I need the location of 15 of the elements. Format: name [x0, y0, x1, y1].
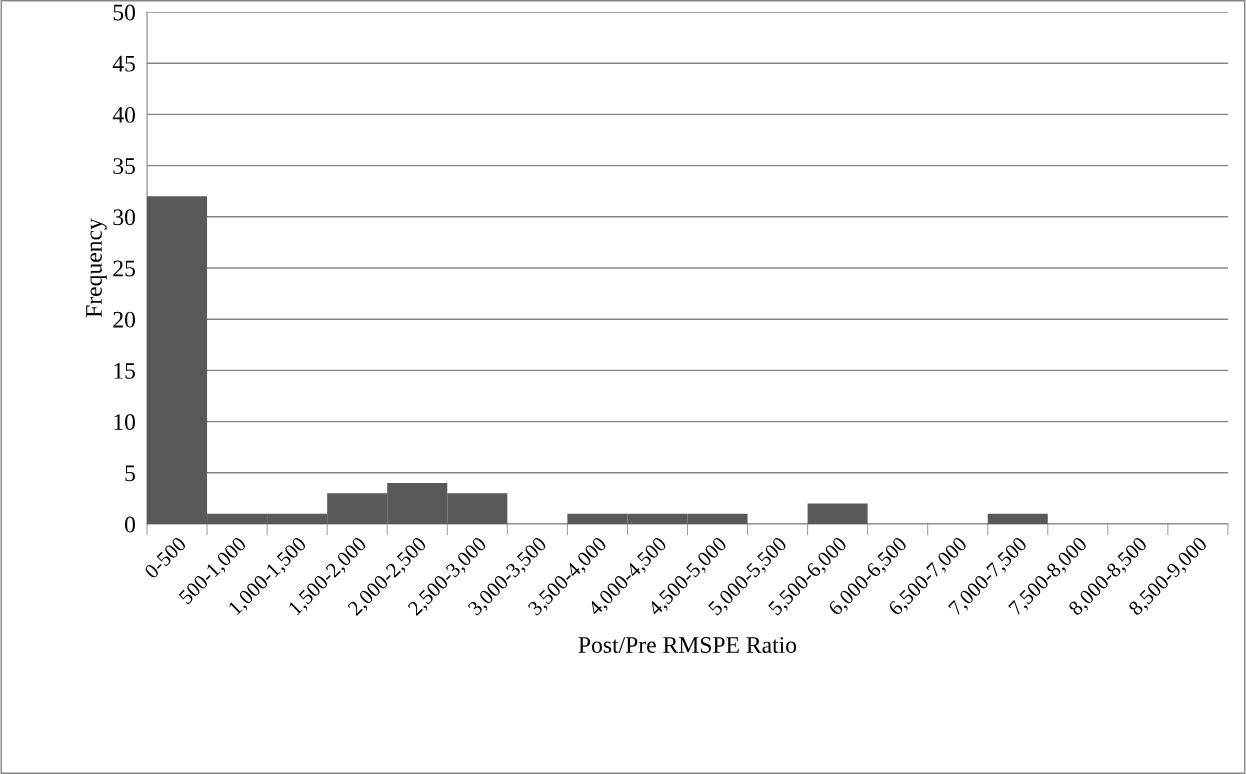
x-axis-title: Post/Pre RMSPE Ratio	[578, 637, 797, 653]
y-tick-label: 45	[112, 55, 135, 72]
bar	[987, 513, 1048, 524]
y-tick-label: 10	[114, 414, 136, 431]
y-tick-label: 30	[113, 209, 136, 226]
y-tick-label: 50	[113, 4, 136, 21]
y-tick-label: 5	[125, 465, 135, 482]
bar	[807, 503, 868, 524]
y-tick-label: 35	[113, 158, 135, 175]
y-tick-label: 40	[112, 106, 136, 123]
y-tick-label: 15	[114, 363, 135, 379]
y-tick-label: 0	[125, 516, 136, 533]
y-axis-title: Frequency	[86, 218, 107, 318]
y-tick-label: 25	[113, 260, 135, 277]
y-tick-label: 20	[113, 311, 136, 328]
